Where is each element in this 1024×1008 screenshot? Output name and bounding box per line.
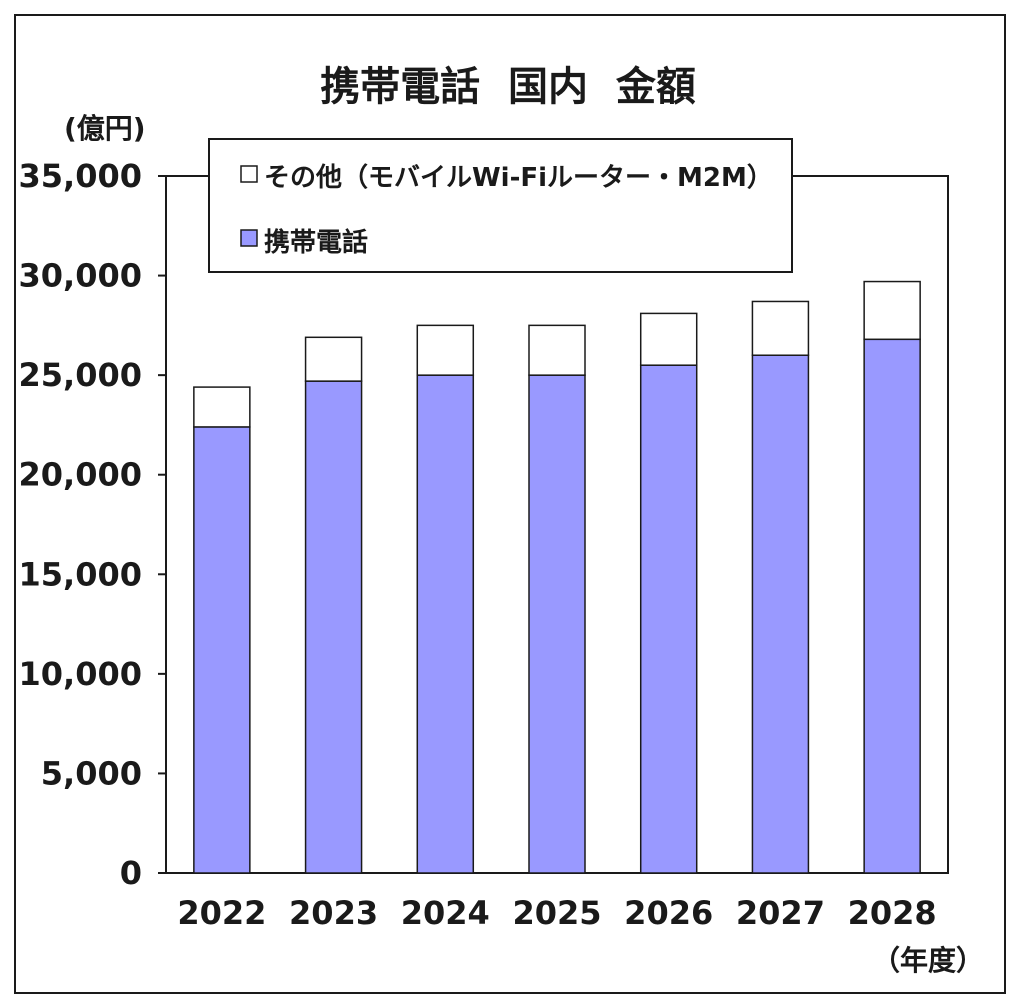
x-axis-unit: （年度）	[872, 944, 984, 977]
y-tick-label: 15,000	[19, 555, 142, 593]
bar-segment-mobile	[751, 354, 810, 874]
bar-segment-mobile	[193, 426, 251, 874]
bar-segment-mobile	[304, 380, 363, 874]
legend-box	[208, 138, 793, 273]
y-tick-label: 0	[120, 854, 142, 892]
legend-label-mobile: 携帯電話	[264, 227, 368, 258]
x-tick-label: 2025	[512, 894, 601, 932]
bar-segment-other	[193, 386, 251, 428]
bar-segment-other	[639, 312, 698, 366]
x-tick-label: 2023	[289, 894, 378, 932]
y-tick-label: 20,000	[19, 456, 142, 494]
y-tick-label: 35,000	[19, 157, 142, 195]
x-tick-label: 2022	[177, 894, 266, 932]
bar-segment-mobile	[528, 374, 586, 874]
bar-segment-other	[863, 280, 921, 341]
x-tick-label: 2026	[624, 894, 713, 932]
bar-segment-other	[304, 336, 363, 382]
chart-title: 携帯電話 国内 金額	[320, 64, 696, 110]
y-tick-label: 5,000	[41, 754, 142, 792]
x-tick-label: 2024	[401, 894, 490, 932]
bar-segment-mobile	[863, 338, 921, 874]
x-tick-label: 2027	[736, 894, 825, 932]
bar-segment-mobile	[416, 374, 475, 874]
bar-segment-other	[528, 324, 586, 376]
y-tick-label: 10,000	[19, 655, 142, 693]
legend-swatch-other	[240, 165, 258, 183]
y-tick-label: 30,000	[19, 257, 142, 295]
y-axis-unit: (億円)	[64, 112, 146, 145]
legend-label-other: その他（モバイルWi-Fiルーター・M2M）	[264, 163, 773, 193]
bar-segment-other	[416, 324, 475, 376]
bar-segment-other	[751, 300, 810, 356]
legend-swatch-mobile	[240, 229, 258, 247]
bar-segment-mobile	[639, 364, 698, 874]
legend: その他（モバイルWi-Fiルーター・M2M） 携帯電話	[208, 138, 793, 273]
y-tick-label: 25,000	[19, 356, 142, 394]
x-tick-label: 2028	[848, 894, 937, 932]
